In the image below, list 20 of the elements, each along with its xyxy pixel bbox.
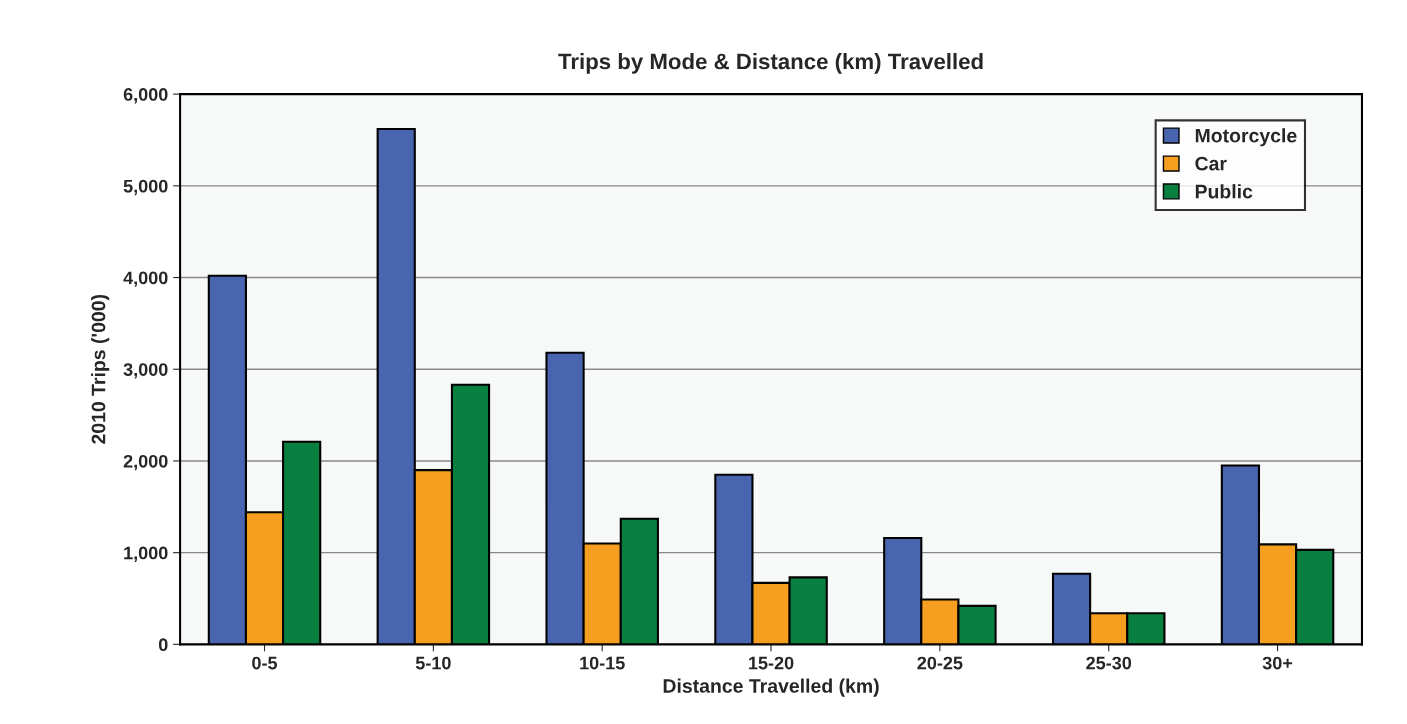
x-tick-label: 5-10 [415,656,451,670]
chart-title: Trips by Mode & Distance (km) Travelled [558,53,983,74]
y-axis-title: 2010 Trips ('000) [91,294,110,444]
y-tick-label: 0 [158,638,168,652]
legend-label: Motorcycle [1195,128,1297,147]
x-axis-title: Distance Travelled (km) [663,678,879,697]
x-tick-label: 15-20 [749,656,794,670]
y-tick-label: 4,000 [123,271,168,287]
y-tick-label: 5,000 [123,179,168,196]
x-tick-label: 0-5 [252,656,278,670]
legend-label: Public [1195,184,1253,199]
y-tick-label: 2,000 [123,454,168,471]
y-tick-label: 6,000 [123,88,168,104]
x-tick-label: 10-15 [580,656,625,670]
y-tick-label: 1,000 [124,546,168,562]
x-tick-label: 30+ [1262,656,1293,670]
y-tick-label: 3,000 [123,363,168,379]
legend-label: Car [1195,156,1227,171]
x-tick-label: 20-25 [917,656,963,670]
x-tick-label: 25-30 [1086,656,1132,670]
